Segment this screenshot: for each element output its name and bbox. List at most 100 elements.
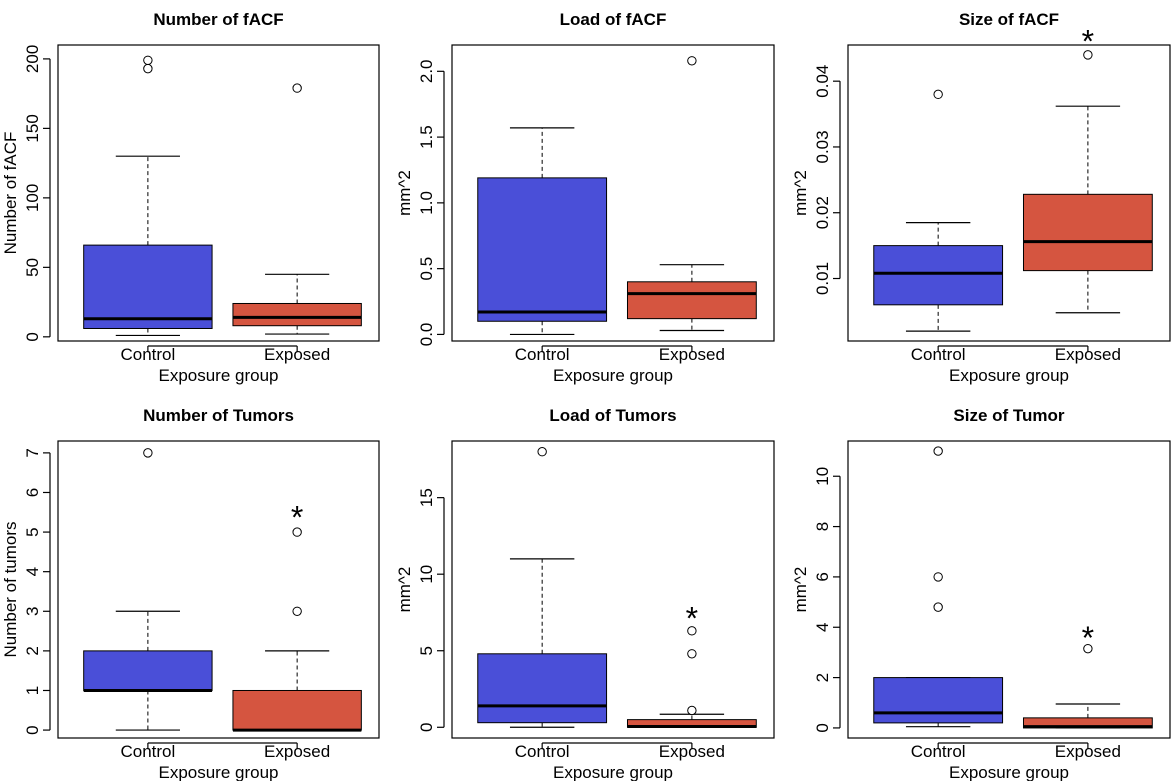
x-axis-label: Exposure group bbox=[553, 763, 673, 781]
outlier-point bbox=[292, 527, 302, 537]
iqr-box bbox=[477, 653, 608, 724]
y-tick-label: 8 bbox=[813, 522, 832, 531]
y-tick-label: 2 bbox=[23, 646, 42, 655]
x-tick-label: Exposed bbox=[1055, 345, 1121, 364]
plot-frame bbox=[451, 44, 775, 342]
significance-star: * bbox=[1082, 23, 1094, 59]
iqr-box bbox=[1022, 193, 1153, 272]
y-tick-label: 0 bbox=[23, 725, 42, 734]
iqr-box bbox=[83, 244, 213, 329]
outlier-point bbox=[1083, 50, 1093, 60]
x-axis-label: Exposure group bbox=[949, 366, 1069, 385]
chart-panel: Load of fACF 0.0 0.5 1.0 1.5 2.0 mm^2 Control Ex… bbox=[395, 10, 775, 385]
outlier-point bbox=[292, 83, 302, 93]
y-tick-label: 4 bbox=[813, 623, 832, 632]
significance-star: * bbox=[1082, 620, 1094, 656]
chart-panel: Number of Tumors 0 1 2 3 4 5 6 7 Number of tumors… bbox=[1, 406, 380, 781]
y-tick-label: 6 bbox=[813, 572, 832, 581]
box-control bbox=[83, 55, 213, 337]
box-control bbox=[873, 446, 1004, 728]
box-exposed bbox=[1022, 643, 1153, 729]
y-tick-label: 2 bbox=[813, 673, 832, 682]
y-tick-label: 0 bbox=[813, 723, 832, 732]
y-axis-label: mm^2 bbox=[791, 567, 810, 613]
outlier-point bbox=[687, 56, 697, 66]
y-tick-label: 0.03 bbox=[813, 130, 832, 163]
outlier-point bbox=[143, 55, 153, 65]
chart-title: Number of fACF bbox=[153, 10, 283, 29]
x-axis-label: Exposure group bbox=[158, 366, 278, 385]
chart-panel: Number of fACF 0 50 100 150 200 Number of fACF… bbox=[1, 10, 380, 385]
iqr-box bbox=[232, 302, 362, 327]
y-tick-label: 100 bbox=[23, 184, 42, 212]
iqr-box bbox=[83, 650, 213, 691]
chart-panel: Load of Tumors 0 5 10 15 mm^2 Control Exposed Ex… bbox=[395, 406, 775, 781]
significance-star: * bbox=[686, 601, 698, 637]
box-exposed bbox=[626, 626, 757, 729]
significance-star: * bbox=[291, 499, 303, 535]
outlier-point bbox=[687, 649, 697, 659]
chart-title: Size of Tumor bbox=[953, 406, 1065, 425]
outlier-point bbox=[143, 63, 153, 74]
y-tick-label: 1.5 bbox=[417, 125, 436, 149]
y-tick-label: 1.0 bbox=[417, 191, 436, 215]
chart-panel: Size of Tumor 0 2 4 6 8 10 mm^2 Control Exposed Ex… bbox=[791, 406, 1171, 781]
outlier-point bbox=[933, 602, 943, 612]
y-tick-label: 200 bbox=[23, 45, 42, 73]
x-tick-label: Control bbox=[120, 345, 175, 364]
box-control bbox=[873, 89, 1004, 332]
y-axis-label: mm^2 bbox=[395, 170, 414, 216]
iqr-box bbox=[477, 177, 608, 322]
y-tick-label: 0.04 bbox=[813, 65, 832, 98]
y-tick-label: 0 bbox=[417, 723, 436, 732]
box-exposed bbox=[626, 56, 757, 332]
plot-frame bbox=[847, 44, 1171, 342]
chart-title: Number of Tumors bbox=[143, 406, 294, 425]
box-exposed bbox=[232, 83, 362, 335]
y-tick-label: 4 bbox=[23, 567, 42, 576]
outlier-point bbox=[933, 572, 943, 582]
x-axis-label: Exposure group bbox=[158, 763, 278, 781]
y-axis-label: Number of tumors bbox=[1, 521, 20, 657]
outlier-point bbox=[933, 446, 943, 456]
y-axis-label: mm^2 bbox=[395, 567, 414, 613]
outlier-point bbox=[687, 626, 697, 636]
plot-frame bbox=[451, 440, 775, 739]
chart-title: Size of fACF bbox=[959, 10, 1059, 29]
outlier-point bbox=[292, 606, 302, 616]
x-tick-label: Exposed bbox=[659, 742, 725, 761]
outlier-point bbox=[537, 447, 547, 457]
box-control bbox=[83, 448, 213, 731]
x-tick-label: Exposed bbox=[659, 345, 725, 364]
outlier-point bbox=[933, 89, 943, 100]
chart-panel: Size of fACF 0.01 0.02 0.03 0.04 mm^2 Control E… bbox=[791, 10, 1171, 385]
y-tick-label: 0.0 bbox=[417, 323, 436, 347]
y-tick-label: 50 bbox=[23, 258, 42, 277]
y-tick-label: 10 bbox=[813, 467, 832, 486]
x-tick-label: Exposed bbox=[264, 345, 330, 364]
y-tick-label: 5 bbox=[23, 527, 42, 536]
y-tick-label: 0.02 bbox=[813, 196, 832, 229]
y-tick-label: 1 bbox=[23, 686, 42, 695]
x-tick-label: Control bbox=[515, 345, 570, 364]
outlier-point bbox=[687, 705, 697, 716]
x-tick-label: Control bbox=[120, 742, 175, 761]
x-tick-label: Exposed bbox=[264, 742, 330, 761]
y-tick-label: 3 bbox=[23, 607, 42, 616]
x-tick-label: Control bbox=[911, 742, 966, 761]
plot-frame bbox=[57, 440, 380, 739]
y-tick-label: 7 bbox=[23, 448, 42, 457]
x-tick-label: Control bbox=[911, 345, 966, 364]
y-tick-label: 150 bbox=[23, 114, 42, 142]
y-tick-label: 0.5 bbox=[417, 257, 436, 281]
y-tick-label: 10 bbox=[417, 565, 436, 584]
box-control bbox=[477, 127, 608, 336]
y-tick-label: 2.0 bbox=[417, 59, 436, 83]
x-axis-label: Exposure group bbox=[949, 763, 1069, 781]
iqr-box bbox=[626, 281, 757, 320]
plot-frame bbox=[847, 440, 1171, 739]
x-axis-label: Exposure group bbox=[553, 366, 673, 385]
box-exposed bbox=[1022, 50, 1153, 314]
box-exposed bbox=[232, 527, 362, 732]
